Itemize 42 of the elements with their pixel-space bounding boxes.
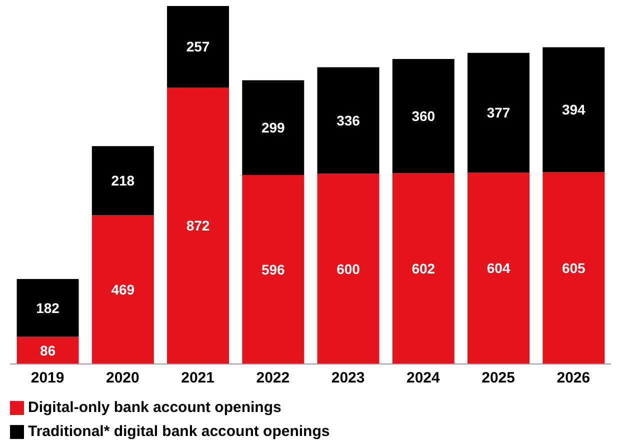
data-label: 377: [486, 104, 510, 121]
x-tick-label: 2024: [406, 370, 441, 387]
bar: [16, 336, 79, 364]
bar: [317, 67, 380, 174]
bar: [542, 172, 605, 364]
bar: [392, 58, 454, 174]
x-tick-label: 2020: [106, 370, 140, 387]
data-label: 86: [40, 342, 56, 358]
data-label: 394: [562, 102, 586, 118]
data-label: 872: [186, 218, 210, 234]
bar: [92, 146, 154, 216]
bar: [242, 80, 304, 176]
data-label: 596: [261, 261, 286, 278]
bar: [242, 175, 304, 364]
x-tick-label: 2022: [256, 370, 290, 387]
x-tick-label: 2021: [181, 370, 214, 387]
legend-label: Digital-only bank account openings: [28, 399, 282, 416]
bar: [392, 173, 454, 364]
bar: [468, 52, 530, 172]
bar: [317, 174, 380, 364]
x-tick-label: 2023: [331, 370, 365, 387]
bar: [167, 87, 230, 364]
bar: [16, 279, 79, 337]
data-label: 182: [36, 300, 60, 316]
data-label: 218: [111, 172, 135, 189]
data-label: 604: [486, 260, 510, 276]
bar: [542, 47, 605, 172]
x-tick-label: 2025: [482, 370, 515, 387]
data-label: 605: [562, 260, 586, 276]
data-label: 336: [336, 112, 360, 128]
x-tick-label: 2019: [30, 370, 64, 387]
bar: [468, 172, 530, 364]
legend-label: Traditional* digital bank account openings: [28, 423, 330, 440]
bar: [92, 215, 154, 364]
data-label: 602: [412, 260, 436, 277]
data-label: 257: [186, 38, 210, 55]
data-label: 360: [412, 108, 436, 124]
x-tick-label: 2026: [556, 370, 590, 387]
data-label: 299: [261, 120, 286, 136]
bar: [167, 6, 230, 88]
data-label: 469: [111, 282, 135, 298]
data-label: 600: [336, 260, 360, 277]
